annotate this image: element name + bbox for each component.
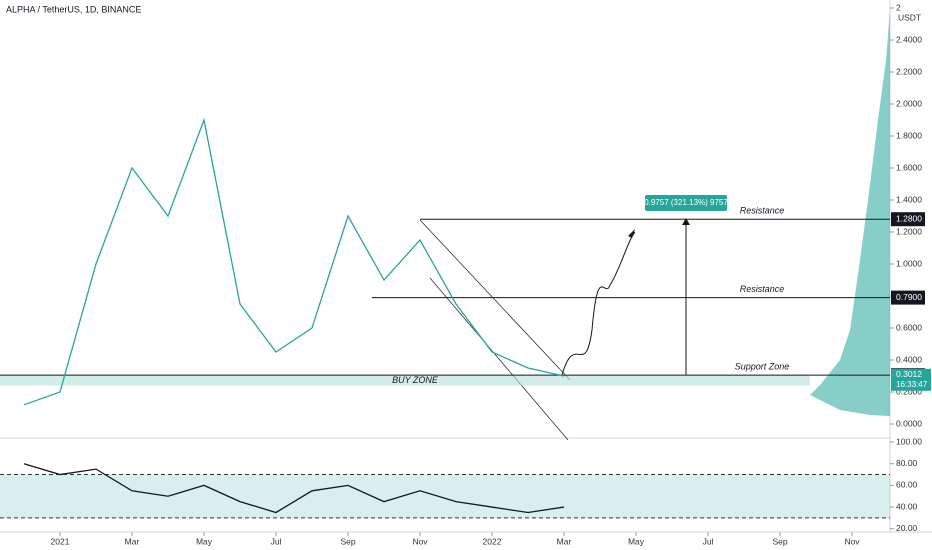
x-tick-label: Sep [340, 536, 355, 546]
level-tag [891, 212, 925, 227]
rsi-band [0, 474, 890, 518]
buy-zone [0, 375, 810, 386]
currency-label: USDT [898, 12, 921, 22]
series-line [23, 463, 565, 514]
level-name: Support Zone [735, 362, 790, 372]
x-tick-label: Nov [412, 536, 428, 546]
chart-title: ALPHA / TetherUS, 1D, BINANCE [6, 4, 141, 14]
level-name: Resistance [740, 206, 785, 216]
y-tick-label: 40.00 [896, 501, 918, 511]
x-tick-label: Mar [125, 536, 140, 546]
x-tick-label: Sep [772, 536, 787, 546]
y-tick-label: 1.4000 [896, 194, 922, 204]
y-tick-label: 0.0000 [896, 418, 922, 428]
measure-box [645, 195, 727, 211]
level-tag-label: 0.7900 [896, 292, 922, 302]
y-tick-label: 1.8000 [896, 130, 922, 140]
last-price-tag [891, 368, 931, 391]
y-tick-label: 60.00 [896, 480, 918, 490]
x-tick-label: May [628, 536, 645, 546]
y-tick-label: 2.2000 [896, 66, 922, 76]
y-tick-label: 2.4000 [896, 34, 922, 44]
y-tick-label: 0.2000 [896, 386, 922, 396]
x-tick-label: Nov [844, 536, 860, 546]
y-tick-label: 0.4000 [896, 354, 922, 364]
channel-lower [429, 277, 569, 441]
projection-arrow [561, 231, 636, 376]
x-tick-label: 2021 [51, 536, 70, 546]
last-price-label: 0.3012 [896, 369, 922, 379]
y-tick-label: 80.00 [896, 458, 918, 468]
x-tick-label: 2022 [483, 536, 502, 546]
arrow-head [628, 229, 635, 238]
y-tick-label: 1.6000 [896, 162, 922, 172]
x-tick-label: Jul [703, 536, 714, 546]
y-tick-label: 2 [896, 2, 901, 12]
measure-arrow [682, 218, 690, 225]
level-tag [891, 290, 925, 305]
channel-upper [419, 219, 571, 381]
y-tick-label: 0.6000 [896, 322, 922, 332]
x-tick-label: Mar [557, 536, 572, 546]
y-tick-label: 100.00 [896, 436, 922, 446]
y-tick-label: 1.0000 [896, 258, 922, 268]
level-tag-label: 1.2800 [896, 213, 922, 223]
series-line [23, 117, 565, 406]
y-tick-label: 2.0000 [896, 98, 922, 108]
volume-profile [810, 10, 890, 416]
level-name: Resistance [740, 284, 785, 294]
measure-label: 0.9757 (321.13%) 9757 [644, 198, 728, 207]
y-tick-label: 20.00 [896, 523, 918, 533]
buy-zone-label: BUY ZONE [392, 375, 439, 385]
y-tick-label: 1.2000 [896, 226, 922, 236]
x-tick-label: Jul [271, 536, 282, 546]
countdown: 16:33:47 [896, 380, 928, 389]
x-tick-label: May [196, 536, 213, 546]
